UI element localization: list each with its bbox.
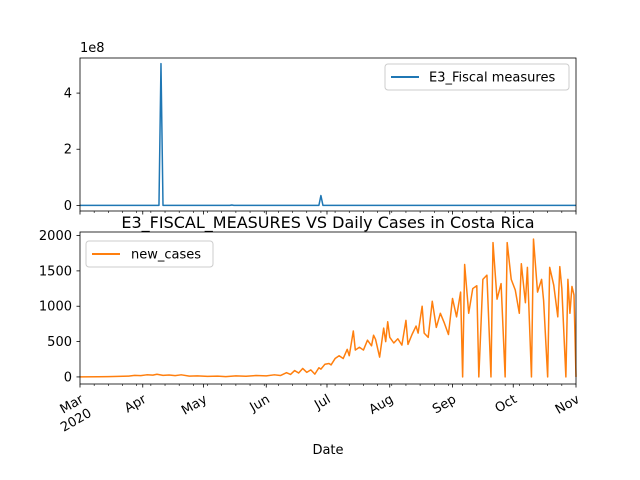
top-legend-label: E3_Fiscal measures — [429, 71, 555, 86]
bottom-y-tick-label-3: 1500 — [39, 264, 72, 279]
bottom-x-tick-label-6: Sep — [430, 392, 459, 417]
bottom-legend-label: new_cases — [131, 248, 201, 263]
top-series-line — [80, 62, 576, 207]
bottom-x-tick-label-8: Nov — [553, 392, 583, 418]
bottom-x-tick-label-5: Aug — [367, 392, 396, 418]
bottom-x-tick-label-1: Apr — [122, 392, 150, 417]
top-y-multiplier: 1e8 — [80, 41, 105, 56]
bottom-series-group — [79, 238, 577, 378]
top-legend-box — [384, 63, 570, 91]
bottom-x-tick-label-4: Jul — [311, 392, 333, 413]
bottom-plot-frame — [79, 231, 577, 385]
bottom-legend: new_cases — [85, 240, 214, 268]
bottom-y-tick-label-2: 1000 — [39, 300, 72, 315]
bottom-x-tick-label-3: Jun — [247, 392, 273, 416]
bottom-x-tick-label-2: May — [179, 392, 210, 419]
bottom-y-tick-label-0: 0 — [64, 370, 72, 385]
bottom-chart-title: E3_FISCAL_MEASURES VS Daily Cases in Cos… — [121, 213, 534, 233]
bottom-series-line — [79, 238, 577, 378]
top-panel: 0 2 4 1e8 E3_Fiscal measures — [64, 41, 577, 215]
bottom-x-axis-label: Date — [312, 443, 343, 458]
top-series-group — [80, 62, 576, 207]
bottom-y-ticks: 0 500 1000 1500 2000 — [39, 229, 80, 385]
top-y-ticks: 0 2 4 — [64, 87, 577, 215]
top-y-tick-label-2: 4 — [64, 87, 72, 102]
bottom-panel: E3_FISCAL_MEASURES VS Daily Cases in Cos… — [39, 213, 583, 458]
top-y-tick-label-1: 2 — [64, 143, 72, 158]
top-plot-frame — [79, 57, 577, 212]
top-y-tick-label-0: 0 — [64, 199, 72, 214]
bottom-legend-box — [85, 240, 214, 268]
bottom-y-tick-label-4: 2000 — [39, 229, 72, 244]
bottom-y-tick-label-1: 500 — [47, 335, 72, 350]
bottom-x-tick-label-7: Oct — [493, 392, 520, 416]
top-legend: E3_Fiscal measures — [384, 63, 570, 91]
